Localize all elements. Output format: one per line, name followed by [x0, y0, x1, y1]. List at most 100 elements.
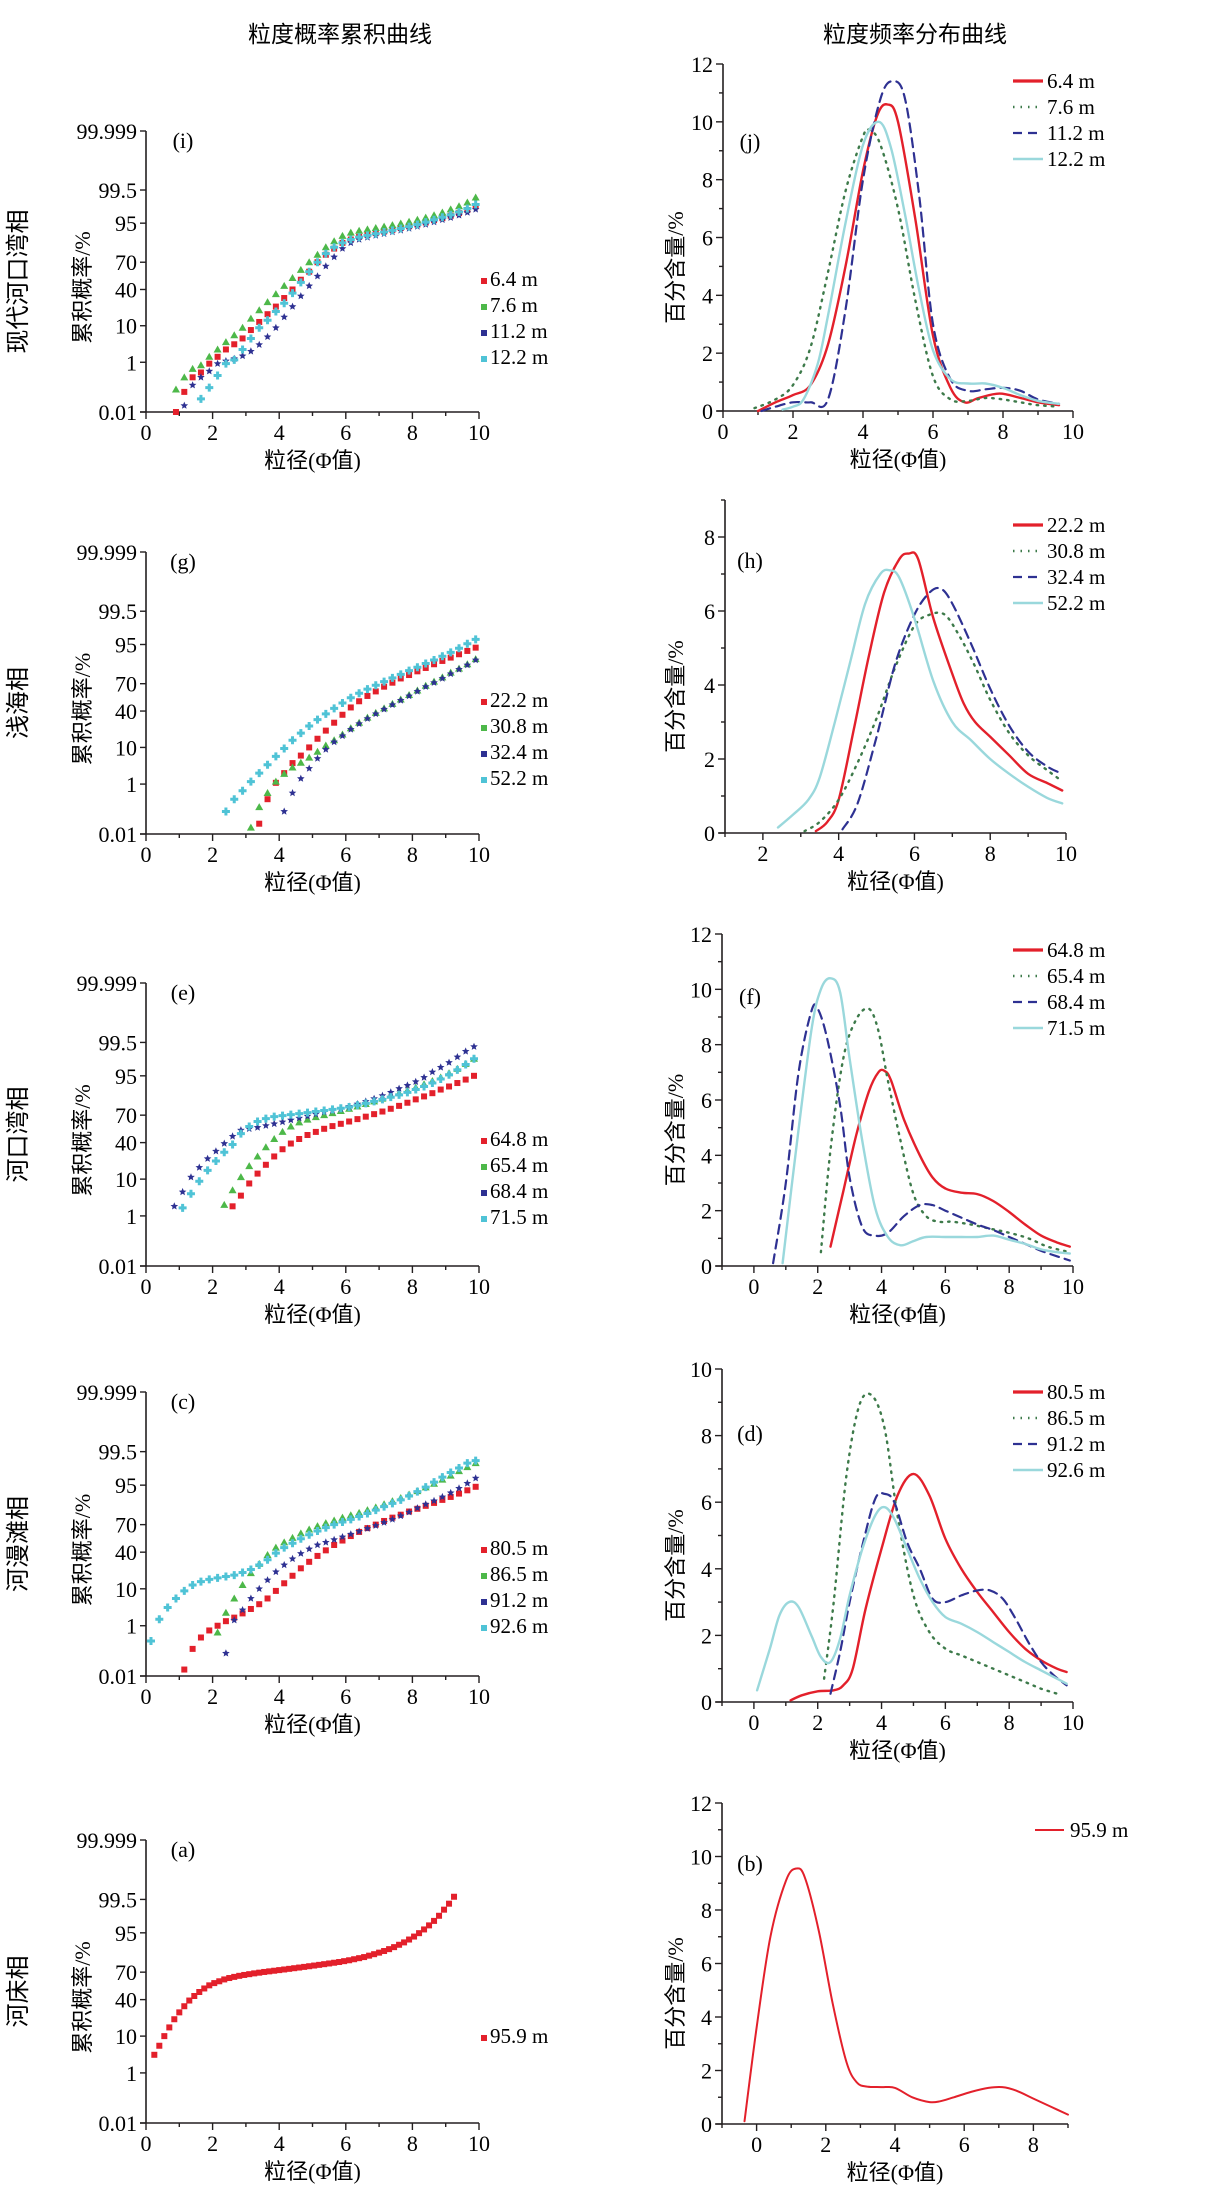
data-point	[230, 795, 239, 804]
x-tick-label: 6	[909, 841, 920, 866]
data-point	[263, 316, 272, 325]
data-point	[447, 1493, 454, 1500]
data-point	[221, 338, 230, 346]
legend-swatch	[481, 278, 487, 284]
data-point	[231, 341, 238, 348]
data-point	[205, 352, 214, 360]
y-tick-label: 0	[704, 821, 715, 846]
data-point	[305, 267, 314, 276]
data-point	[201, 1985, 208, 1992]
data-point	[431, 1499, 438, 1506]
series-30.8m	[246, 655, 480, 831]
data-point	[361, 1954, 368, 1961]
data-point	[306, 1558, 313, 1565]
data-point	[303, 1115, 312, 1123]
y-tick-label: 10	[690, 977, 712, 1002]
y-tick-label: 6	[701, 1490, 712, 1515]
y-axis-label: 累积概率/%	[70, 1084, 95, 1196]
series-64.8m	[229, 1072, 478, 1210]
data-point	[196, 394, 205, 403]
data-point	[237, 1192, 244, 1199]
y-tick-label: 4	[701, 2005, 712, 2030]
data-point	[389, 679, 396, 686]
panel-e: 河口湾相 累积概率/% 0.01 1 10 40 70 95 99.5 99.999 0 2 4 6 8 10…	[5, 971, 548, 1327]
data-point	[430, 656, 439, 665]
y-axis-label: 累积概率/%	[70, 1494, 95, 1606]
data-point	[205, 383, 214, 392]
data-point	[416, 1930, 423, 1937]
x-tick-label: 2	[207, 1684, 218, 1709]
data-point	[396, 696, 405, 704]
data-point	[263, 298, 272, 306]
data-point	[305, 764, 313, 772]
data-point	[330, 237, 339, 245]
x-tick-label: 0	[751, 2132, 762, 2157]
data-point	[396, 1495, 405, 1504]
data-point	[263, 1550, 272, 1558]
x-tick-label: 10	[468, 1274, 490, 1299]
y-tick-label: 8	[702, 168, 713, 193]
data-point	[320, 1106, 329, 1115]
data-point	[245, 1122, 254, 1131]
data-point	[371, 681, 380, 690]
data-point	[239, 1610, 246, 1617]
legend-label: 64.8 m	[490, 1127, 548, 1151]
data-point	[166, 2024, 173, 2031]
data-point	[311, 1107, 320, 1116]
y-tick-label: 70	[115, 250, 137, 275]
data-point	[288, 273, 297, 281]
data-point	[371, 1506, 380, 1515]
data-point	[236, 1129, 245, 1138]
data-point	[196, 1989, 203, 1996]
data-point	[321, 249, 330, 258]
data-point	[211, 1157, 220, 1166]
data-point	[188, 364, 197, 372]
x-tick-label: 0	[718, 419, 729, 444]
data-point	[472, 644, 479, 651]
panel-label: (c)	[171, 1389, 195, 1414]
data-point	[331, 1959, 338, 1966]
data-point	[296, 758, 305, 766]
data-point	[231, 1973, 238, 1980]
y-tick-label: 99.999	[77, 119, 138, 144]
data-point	[456, 1490, 463, 1497]
data-point	[222, 1649, 230, 1657]
data-point	[305, 1545, 313, 1553]
legend-label: 6.4 m	[490, 267, 538, 291]
x-tick-label: 4	[833, 841, 844, 866]
data-point	[295, 1118, 304, 1126]
data-point	[276, 1967, 283, 1974]
data-point	[230, 355, 239, 364]
legend-label: 86.5 m	[1047, 1406, 1105, 1430]
data-point	[271, 1153, 278, 1160]
data-point	[430, 211, 439, 219]
data-point	[288, 1554, 297, 1563]
data-point	[271, 1549, 280, 1558]
x-axis-label: 粒径(Φ值)	[850, 447, 947, 472]
data-point	[278, 1118, 287, 1126]
data-point	[405, 666, 414, 675]
data-point	[446, 1083, 453, 1090]
y-tick-label: 10	[690, 1845, 712, 1870]
x-axis-label: 粒径(Φ值)	[847, 869, 944, 894]
data-point	[205, 367, 214, 375]
data-point	[253, 1117, 262, 1126]
data-point	[261, 1114, 270, 1123]
data-point	[295, 1109, 304, 1118]
data-point	[330, 243, 339, 252]
data-point	[338, 1533, 347, 1541]
data-point	[420, 1073, 428, 1081]
legend-label: 92.6 m	[1047, 1458, 1105, 1482]
data-point	[436, 1912, 443, 1919]
data-point	[426, 1922, 433, 1929]
y-axis-label: 累积概率/%	[70, 653, 95, 765]
y-tick-label: 4	[701, 1557, 712, 1582]
data-point	[226, 1975, 233, 1982]
data-point	[438, 208, 447, 216]
data-point	[280, 769, 289, 777]
data-point	[339, 711, 346, 718]
x-tick-label: 6	[340, 1274, 351, 1299]
series-71.5m	[178, 1054, 479, 1212]
